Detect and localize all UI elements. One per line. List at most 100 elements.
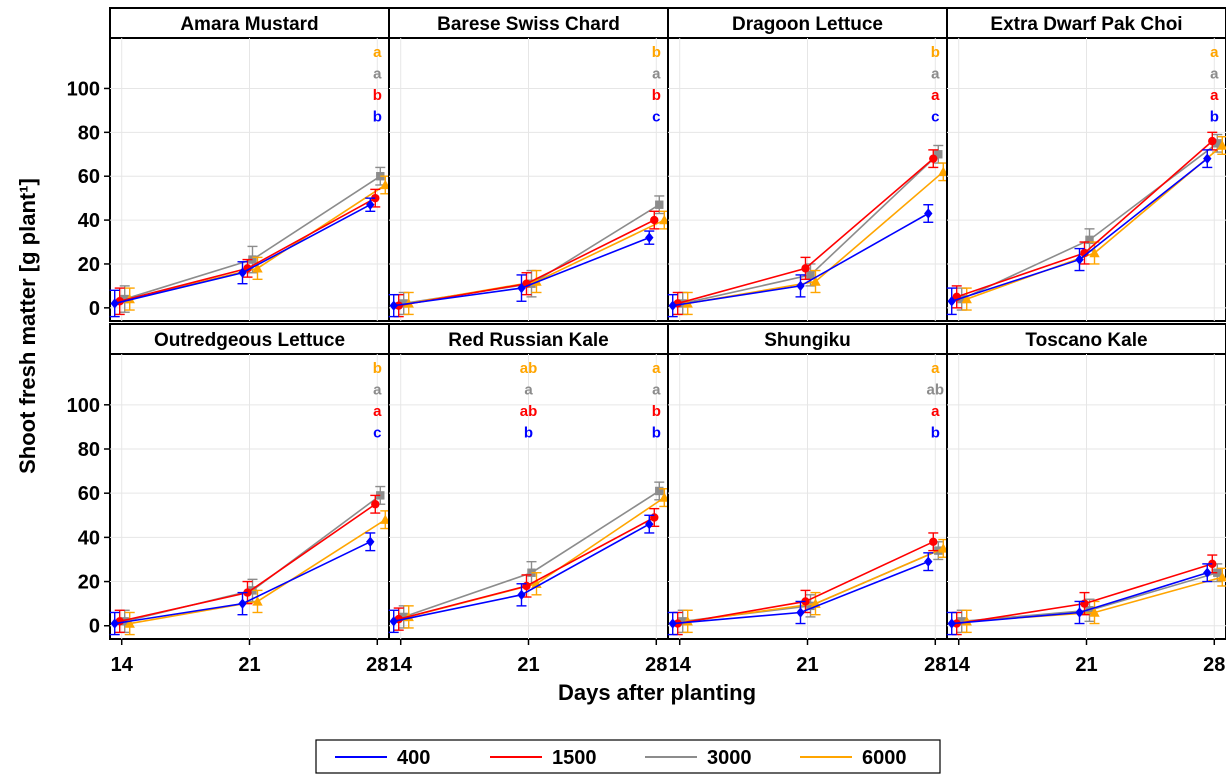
data-point <box>645 518 654 530</box>
x-axis-title: Days after planting <box>558 680 756 705</box>
y-tick-label: 0 <box>89 616 100 638</box>
legend-label: 400 <box>397 747 430 769</box>
data-point <box>1080 599 1089 608</box>
data-point <box>371 500 380 509</box>
x-tick-label: 14 <box>948 654 971 676</box>
significance-letter: a <box>931 403 940 420</box>
data-point <box>380 514 391 524</box>
significance-letter: a <box>373 382 382 399</box>
significance-letter: a <box>931 360 940 377</box>
series-400 <box>388 514 655 634</box>
series-400 <box>109 197 376 318</box>
series-400 <box>946 563 1213 636</box>
data-point <box>938 543 949 553</box>
data-point <box>1080 248 1089 258</box>
panel-title: Shungiku <box>764 330 851 351</box>
data-point <box>1085 606 1094 615</box>
series-6000 <box>124 510 391 636</box>
y-axis-layer: 0 20 40 60 80 100 0 20 40 60 80 100 <box>67 78 110 638</box>
data-point <box>1075 607 1084 618</box>
data-point <box>1089 247 1100 258</box>
data-point <box>238 267 247 278</box>
x-tick-label: 28 <box>1203 654 1225 676</box>
data-point <box>517 282 526 294</box>
significance-letter: b <box>373 109 382 126</box>
x-tick-label: 28 <box>366 654 388 676</box>
panel-title: Red Russian Kale <box>448 330 609 351</box>
data-point <box>1217 140 1226 150</box>
y-tick-label: 40 <box>78 527 100 549</box>
data-point <box>124 618 135 628</box>
data-point <box>810 276 821 286</box>
series-1500 <box>672 149 939 316</box>
data-point <box>655 486 664 496</box>
significance-letter: a <box>931 66 940 83</box>
data-point <box>961 293 972 304</box>
data-point <box>399 299 408 308</box>
significance-letter: a <box>1210 87 1219 104</box>
significance-letter: a <box>931 87 940 104</box>
legend-label: 6000 <box>862 747 907 769</box>
data-point <box>659 214 670 225</box>
series-400 <box>109 532 376 636</box>
data-point <box>938 166 949 177</box>
data-point <box>655 200 664 209</box>
data-point <box>389 616 398 627</box>
data-point <box>957 617 966 626</box>
y-tick-label: 80 <box>78 439 100 461</box>
panel-title: Barese Swiss Chard <box>437 14 620 35</box>
panel-title: Extra Dwarf Pak Choi <box>990 14 1182 35</box>
x-axis-layer: 14 21 28 14 21 28 14 21 28 14 21 28 <box>111 639 1225 676</box>
legend-item-6000: 6000 <box>800 747 907 769</box>
series-400 <box>946 149 1213 316</box>
data-point <box>376 172 385 181</box>
data-point <box>947 296 956 307</box>
data-point <box>650 215 659 225</box>
legend: 400 1500 3000 6000 <box>315 739 941 774</box>
data-point <box>801 264 810 273</box>
series-400 <box>667 552 934 636</box>
legend-label: 1500 <box>552 747 597 769</box>
y-tick-label: 60 <box>78 483 100 505</box>
x-tick-label: 14 <box>111 654 134 676</box>
data-point <box>924 208 933 219</box>
x-tick-label: 28 <box>924 654 946 676</box>
data-point <box>678 617 687 626</box>
significance-letter: c <box>373 425 381 442</box>
data-point <box>668 300 677 311</box>
significance-letter: b <box>652 87 661 104</box>
significance-letter: a <box>1210 44 1219 61</box>
data-point <box>924 556 933 567</box>
legend-item-400: 400 <box>335 747 430 769</box>
significance-letter: b <box>373 360 382 377</box>
data-point <box>1203 153 1212 164</box>
legend-label: 3000 <box>707 747 752 769</box>
data-point <box>517 589 526 601</box>
y-tick-label: 60 <box>78 166 100 188</box>
data-point <box>1208 136 1217 146</box>
significance-letter: a <box>373 66 382 83</box>
significance-letter: b <box>931 425 940 442</box>
significance-letter: b <box>373 87 382 104</box>
series-400 <box>667 204 934 318</box>
panel-strip <box>109 7 390 39</box>
significance-letter: a <box>373 44 382 61</box>
y-axis-title: Shoot fresh matter [g plant¹] <box>15 178 40 474</box>
data-point <box>366 536 375 547</box>
x-tick-label: 14 <box>669 654 692 676</box>
data-point <box>238 598 247 609</box>
y-tick-label: 0 <box>89 298 100 320</box>
data-point <box>947 618 956 629</box>
x-tick-label: 14 <box>390 654 413 676</box>
panel-title: Amara Mustard <box>180 14 318 35</box>
x-tick-label: 21 <box>238 654 260 676</box>
data-point <box>366 199 375 210</box>
data-point <box>380 179 391 190</box>
significance-letter: ab <box>520 360 538 377</box>
